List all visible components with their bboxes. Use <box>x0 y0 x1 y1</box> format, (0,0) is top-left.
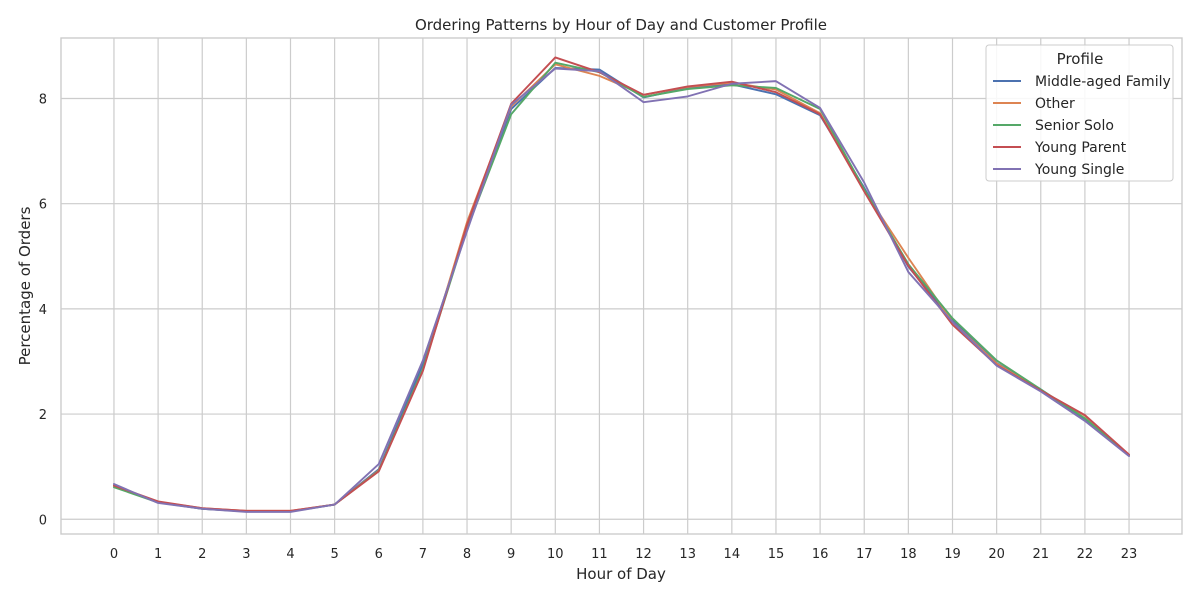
x-tick-label: 23 <box>1121 547 1138 562</box>
y-tick-label: 8 <box>39 92 47 107</box>
x-tick-label: 12 <box>635 547 652 562</box>
legend-box <box>985 44 1174 182</box>
legend: Profile Middle-aged Family Other Senior So… <box>985 44 1174 182</box>
series-line-young-single <box>113 67 1130 513</box>
x-tick-label: 9 <box>507 547 515 562</box>
series-line-senior-solo <box>113 61 1130 513</box>
x-tick-label: 7 <box>419 547 427 562</box>
series-line-middle-aged-family <box>113 67 1130 513</box>
x-tick-label: 16 <box>812 547 829 562</box>
x-tick-label: 20 <box>988 547 1005 562</box>
x-axis-ticks: 0 1 2 3 4 5 6 7 8 9 10 11 12 13 14 15 16 17 18 19 20 21 22 23 <box>110 547 1137 562</box>
plot-area-frame <box>60 37 1183 535</box>
x-tick-label: 5 <box>330 547 338 562</box>
x-axis-label: Hour of Day <box>576 565 666 583</box>
x-tick-label: 4 <box>286 547 294 562</box>
series-lines <box>113 56 1130 513</box>
legend-label-young-single: Young Single <box>1034 162 1124 178</box>
x-tick-label: 3 <box>242 547 250 562</box>
x-tick-label: 15 <box>768 547 785 562</box>
x-tick-label: 10 <box>547 547 564 562</box>
x-tick-label: 22 <box>1077 547 1094 562</box>
y-axis-label: Percentage of Orders <box>16 206 34 365</box>
x-tick-label: 19 <box>944 547 961 562</box>
chart-title: Ordering Patterns by Hour of Day and Cus… <box>415 16 827 34</box>
y-tick-label: 2 <box>39 408 47 423</box>
x-tick-label: 21 <box>1032 547 1049 562</box>
x-tick-label: 8 <box>463 547 471 562</box>
y-tick-label: 0 <box>39 513 47 528</box>
x-tick-label: 2 <box>198 547 206 562</box>
legend-label-middle-aged-family: Middle-aged Family <box>1035 74 1171 90</box>
series-line-other <box>113 63 1130 512</box>
legend-label-senior-solo: Senior Solo <box>1035 118 1114 134</box>
legend-title: Profile <box>1057 50 1104 68</box>
y-tick-label: 6 <box>39 198 47 213</box>
x-tick-label: 13 <box>679 547 696 562</box>
x-tick-label: 18 <box>900 547 917 562</box>
x-tick-label: 1 <box>154 547 162 562</box>
series-line-young-parent <box>113 56 1130 512</box>
x-tick-label: 14 <box>724 547 741 562</box>
x-tick-label: 11 <box>591 547 608 562</box>
x-tick-label: 17 <box>856 547 873 562</box>
legend-items: Middle-aged Family Other Senior Solo Young … <box>993 74 1171 178</box>
legend-label-young-parent: Young Parent <box>1034 140 1127 156</box>
legend-label-other: Other <box>1035 96 1075 112</box>
x-tick-label: 0 <box>110 547 118 562</box>
y-axis-ticks: 0 2 4 6 8 <box>39 92 47 528</box>
y-tick-label: 4 <box>39 303 47 318</box>
x-tick-label: 6 <box>375 547 383 562</box>
